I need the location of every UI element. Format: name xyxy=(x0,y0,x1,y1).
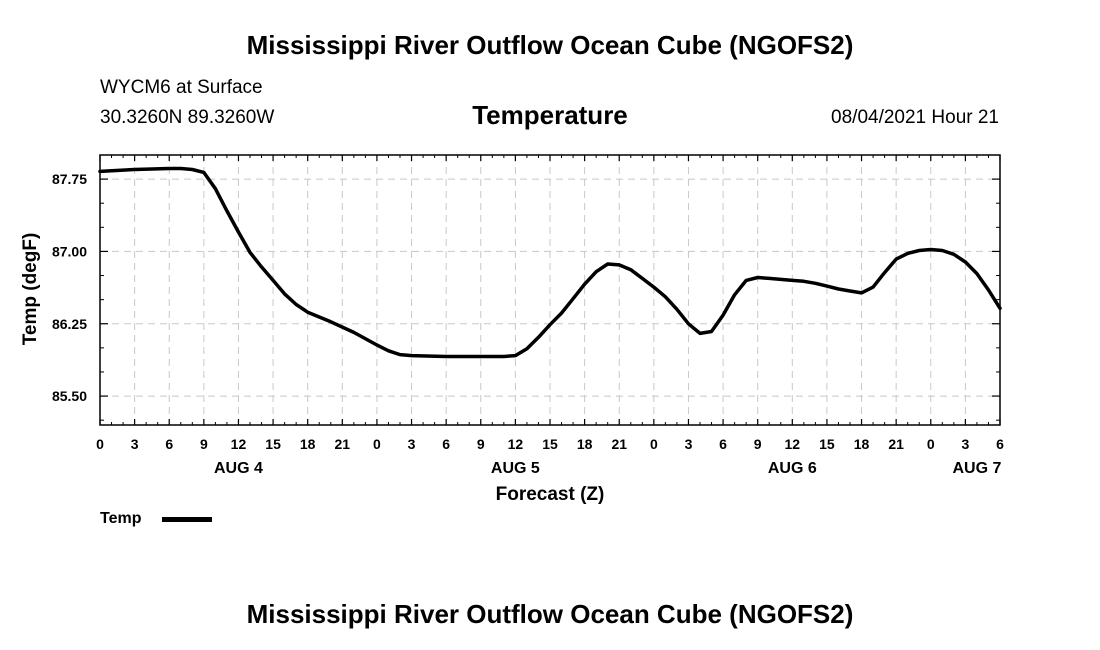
x-tick-label: 0 xyxy=(650,436,658,452)
x-tick-label: 12 xyxy=(785,436,801,452)
x-tick-label: 18 xyxy=(300,436,316,452)
x-tick-label: 18 xyxy=(854,436,870,452)
x-tick-label: 18 xyxy=(577,436,593,452)
x-tick-label: 21 xyxy=(888,436,904,452)
date-label: AUG 6 xyxy=(768,460,817,477)
x-tick-label: 15 xyxy=(542,436,558,452)
x-tick-label: 6 xyxy=(996,436,1004,452)
x-tick-label: 6 xyxy=(165,436,173,452)
y-tick-label: 85.50 xyxy=(52,388,87,404)
x-tick-label: 12 xyxy=(508,436,524,452)
axis-ticks xyxy=(99,154,1001,425)
x-tick-label: 3 xyxy=(408,436,416,452)
x-tick-label: 3 xyxy=(961,436,969,452)
x-tick-label: 6 xyxy=(719,436,727,452)
date-label: AUG 4 xyxy=(214,460,263,477)
y-tick-label: 86.25 xyxy=(52,316,87,332)
x-tick-label: 21 xyxy=(611,436,627,452)
station-label: WYCM6 at Surface xyxy=(100,77,263,98)
x-tick-label: 9 xyxy=(200,436,208,452)
chart-footer-title: Mississippi River Outflow Ocean Cube (NG… xyxy=(246,599,854,629)
x-tick-label: 0 xyxy=(927,436,935,452)
x-tick-label: 15 xyxy=(819,436,835,452)
x-tick-label: 12 xyxy=(231,436,247,452)
x-tick-label: 9 xyxy=(754,436,762,452)
y-axis-title: Temp (degF) xyxy=(20,233,41,346)
forecast-timestamp: 08/04/2021 Hour 21 xyxy=(831,107,999,128)
x-tick-label: 0 xyxy=(373,436,381,452)
x-tick-label: 0 xyxy=(96,436,104,452)
x-tick-label: 3 xyxy=(131,436,139,452)
chart-main-title: Mississippi River Outflow Ocean Cube (NG… xyxy=(246,30,854,60)
grid-lines xyxy=(100,155,1000,425)
y-tick-label: 87.00 xyxy=(52,243,87,259)
x-tick-label: 3 xyxy=(685,436,693,452)
date-label: AUG 5 xyxy=(491,460,540,477)
legend-label: Temp xyxy=(100,510,142,527)
y-tick-label: 87.75 xyxy=(52,171,87,187)
x-tick-label: 21 xyxy=(335,436,351,452)
parameter-title: Temperature xyxy=(472,100,628,130)
x-axis-title: Forecast (Z) xyxy=(496,484,605,505)
x-tick-label: 15 xyxy=(265,436,281,452)
x-tick-label: 6 xyxy=(442,436,450,452)
axis-labels: 0 3 6 9 12 15 18 21 0 3 6 9 12 15 18 21 0 3 6 9 12 15 18 21 0 3 6 8… xyxy=(52,171,1004,477)
station-coordinates: 30.3260N 89.3260W xyxy=(100,107,275,128)
x-tick-label: 9 xyxy=(477,436,485,452)
date-label: AUG 7 xyxy=(952,460,1001,477)
temp-series-line xyxy=(98,166,1002,359)
legend-line-swatch xyxy=(162,517,212,522)
